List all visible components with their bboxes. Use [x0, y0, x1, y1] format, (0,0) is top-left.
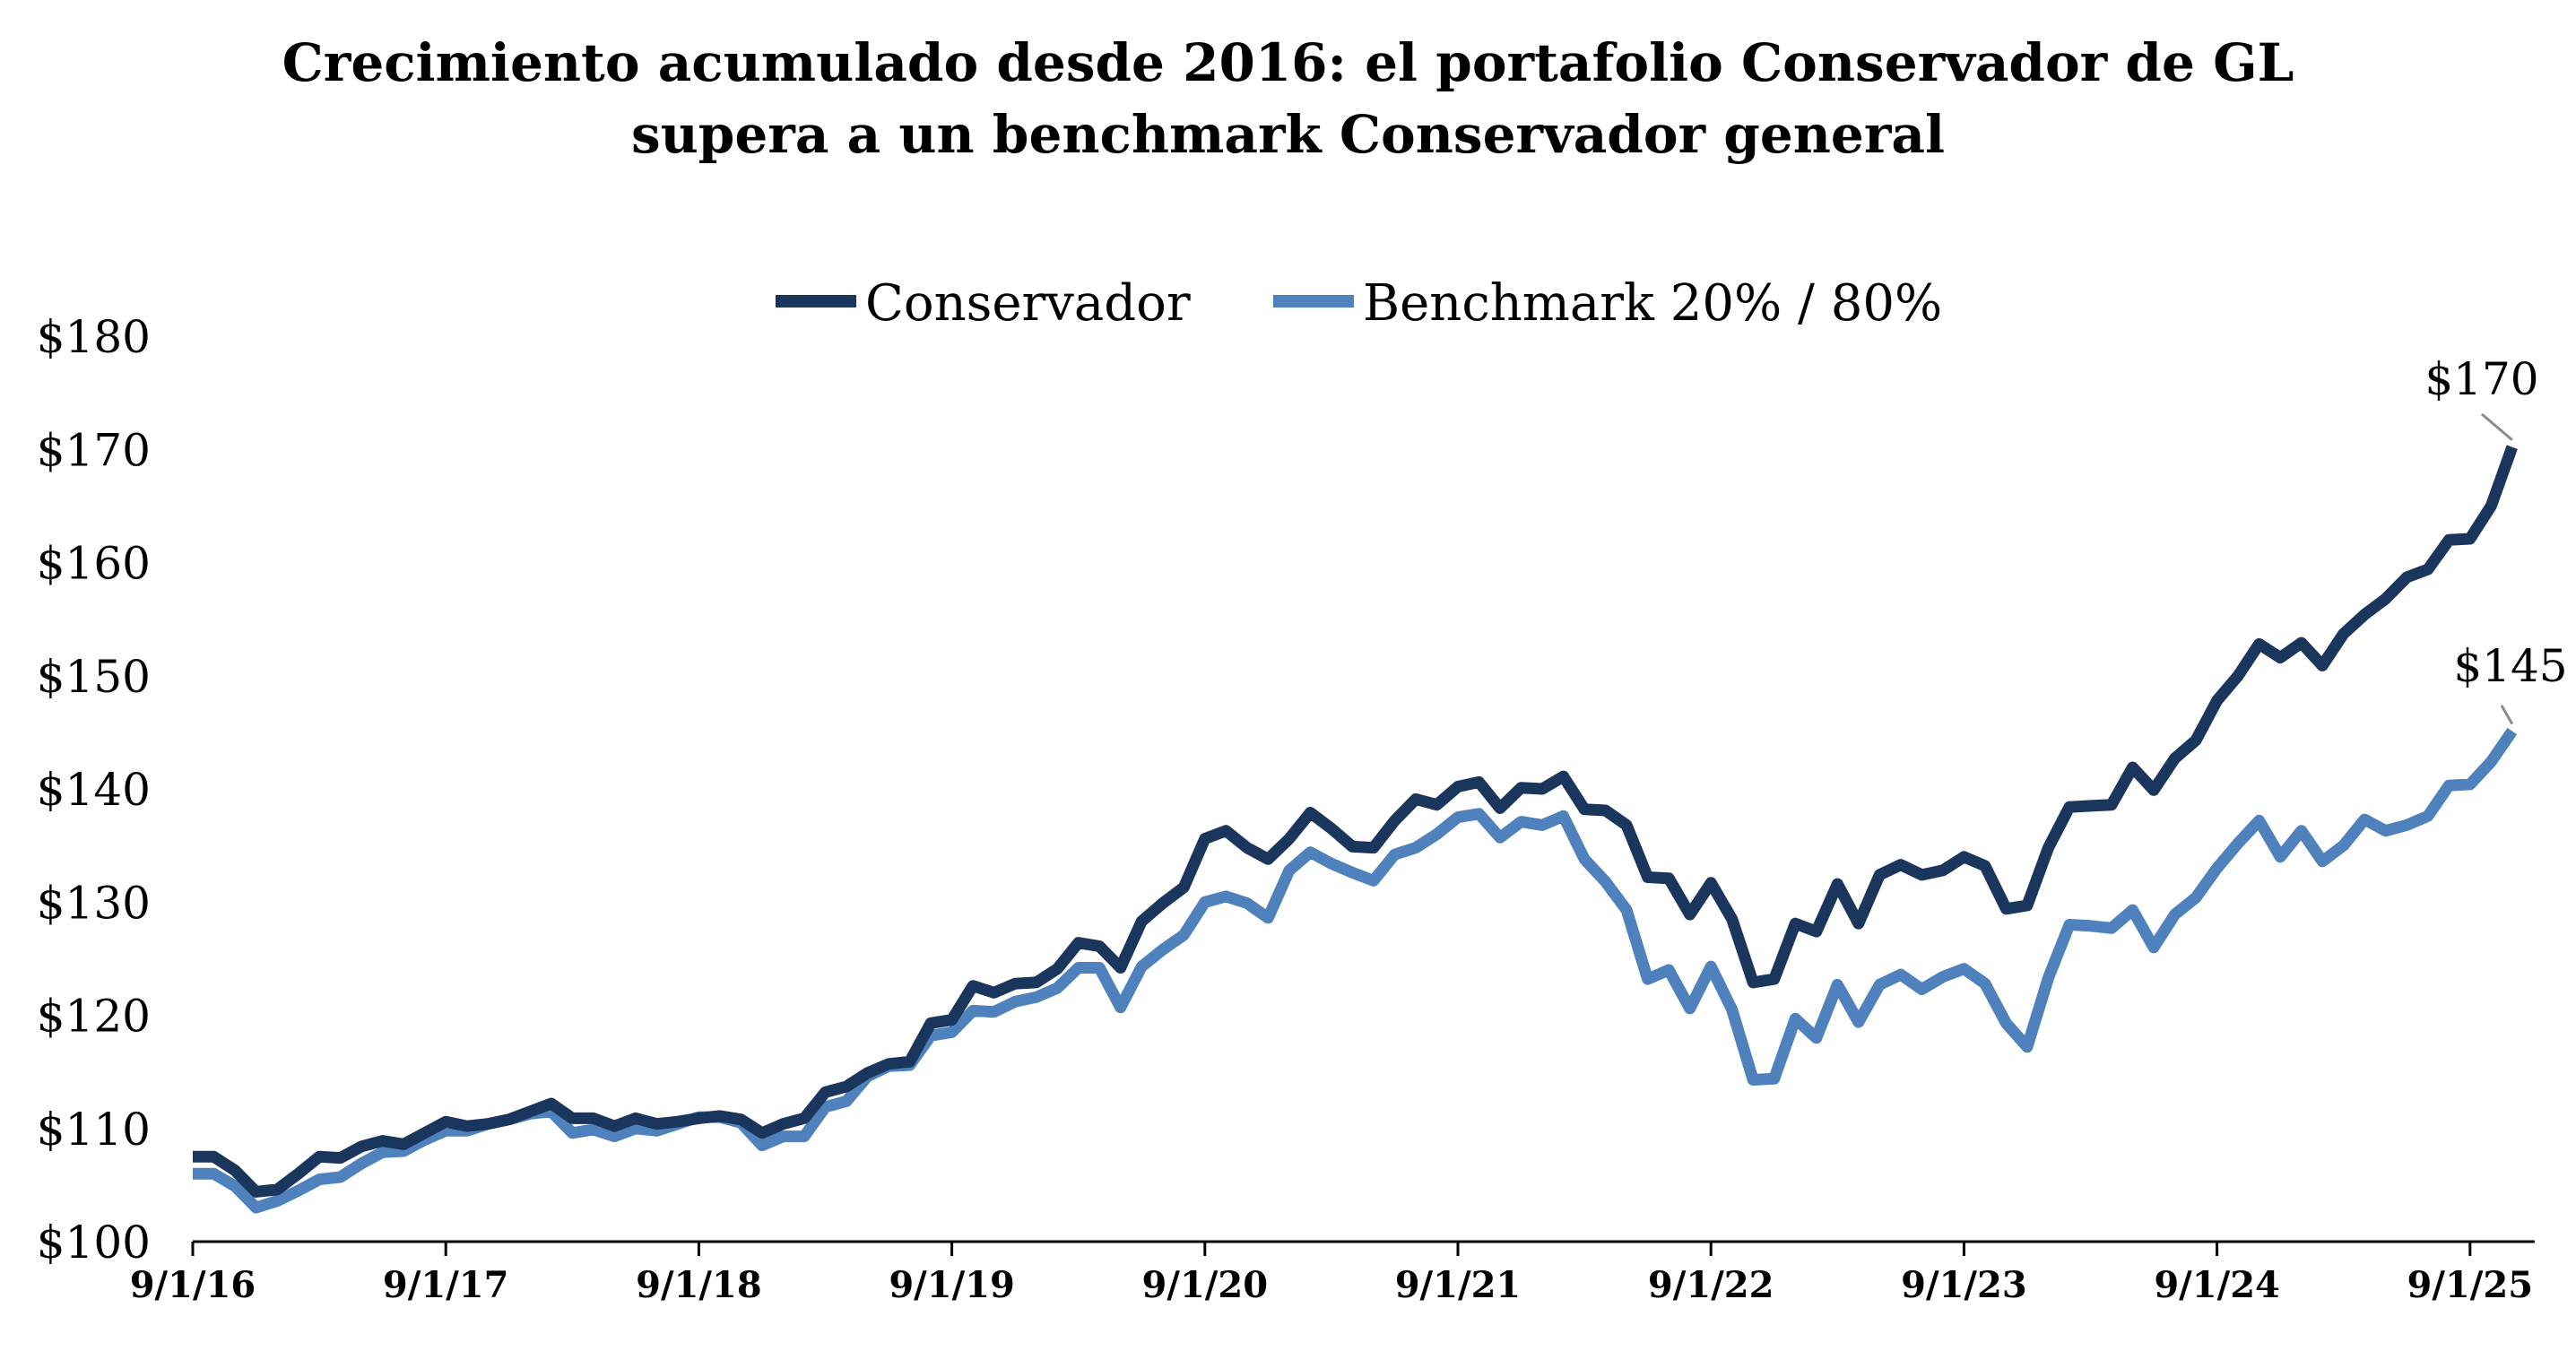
x-tick-label: 9/1/16: [130, 1264, 256, 1306]
series-line-conservador: [193, 445, 2518, 1198]
x-tick-label: 9/1/24: [2154, 1264, 2280, 1306]
end-label-leader-conservador: [2481, 412, 2513, 441]
chart-title: Crecimiento acumulado desde 2016: el por…: [282, 32, 2294, 93]
x-tick-label: 9/1/20: [1142, 1264, 1269, 1306]
y-tick-label: $140: [37, 764, 151, 816]
legend: Conservador Benchmark 20% / 80%: [776, 274, 1942, 333]
chart-title-block: Crecimiento acumulado desde 2016: el por…: [0, 27, 2576, 170]
legend-label-benchmark: Benchmark 20% / 80%: [1363, 274, 1942, 333]
series-line-benchmark: [193, 727, 2518, 1214]
series-layer: [193, 445, 2518, 1214]
x-tick-label: 9/1/21: [1395, 1264, 1522, 1306]
end-label-conservador: $170: [2424, 353, 2538, 405]
y-tick-label: $180: [37, 311, 151, 363]
y-axis: $100 $110 $120 $130 $140 $150 $160 $170 $180: [37, 311, 151, 1269]
y-tick-label: $110: [37, 1104, 151, 1156]
y-tick-label: $150: [37, 651, 151, 703]
x-tick-label: 9/1/19: [889, 1264, 1015, 1306]
x-axis: 9/1/16 9/1/17 9/1/18 9/1/19 9/1/20 9/1/21 9/1/…: [130, 1240, 2535, 1306]
y-tick-label: $100: [37, 1217, 151, 1269]
end-annotations: $170 $145: [2424, 353, 2568, 725]
end-label-benchmark: $145: [2453, 640, 2567, 692]
x-tick-label: 9/1/25: [2407, 1264, 2534, 1306]
chart-subtitle: supera a un benchmark Conservador genera…: [630, 104, 1945, 165]
legend-label-conservador: Conservador: [865, 274, 1191, 333]
x-tick-label: 9/1/22: [1648, 1264, 1774, 1306]
x-tick-label: 9/1/18: [636, 1264, 762, 1306]
x-tick-label: 9/1/17: [383, 1264, 509, 1306]
y-tick-label: $170: [37, 424, 151, 476]
x-tick-label: 9/1/23: [1901, 1264, 2027, 1306]
y-tick-label: $130: [37, 877, 151, 929]
end-label-leader-benchmark: [2500, 705, 2514, 725]
y-tick-label: $120: [37, 991, 151, 1043]
y-tick-label: $160: [37, 538, 151, 590]
